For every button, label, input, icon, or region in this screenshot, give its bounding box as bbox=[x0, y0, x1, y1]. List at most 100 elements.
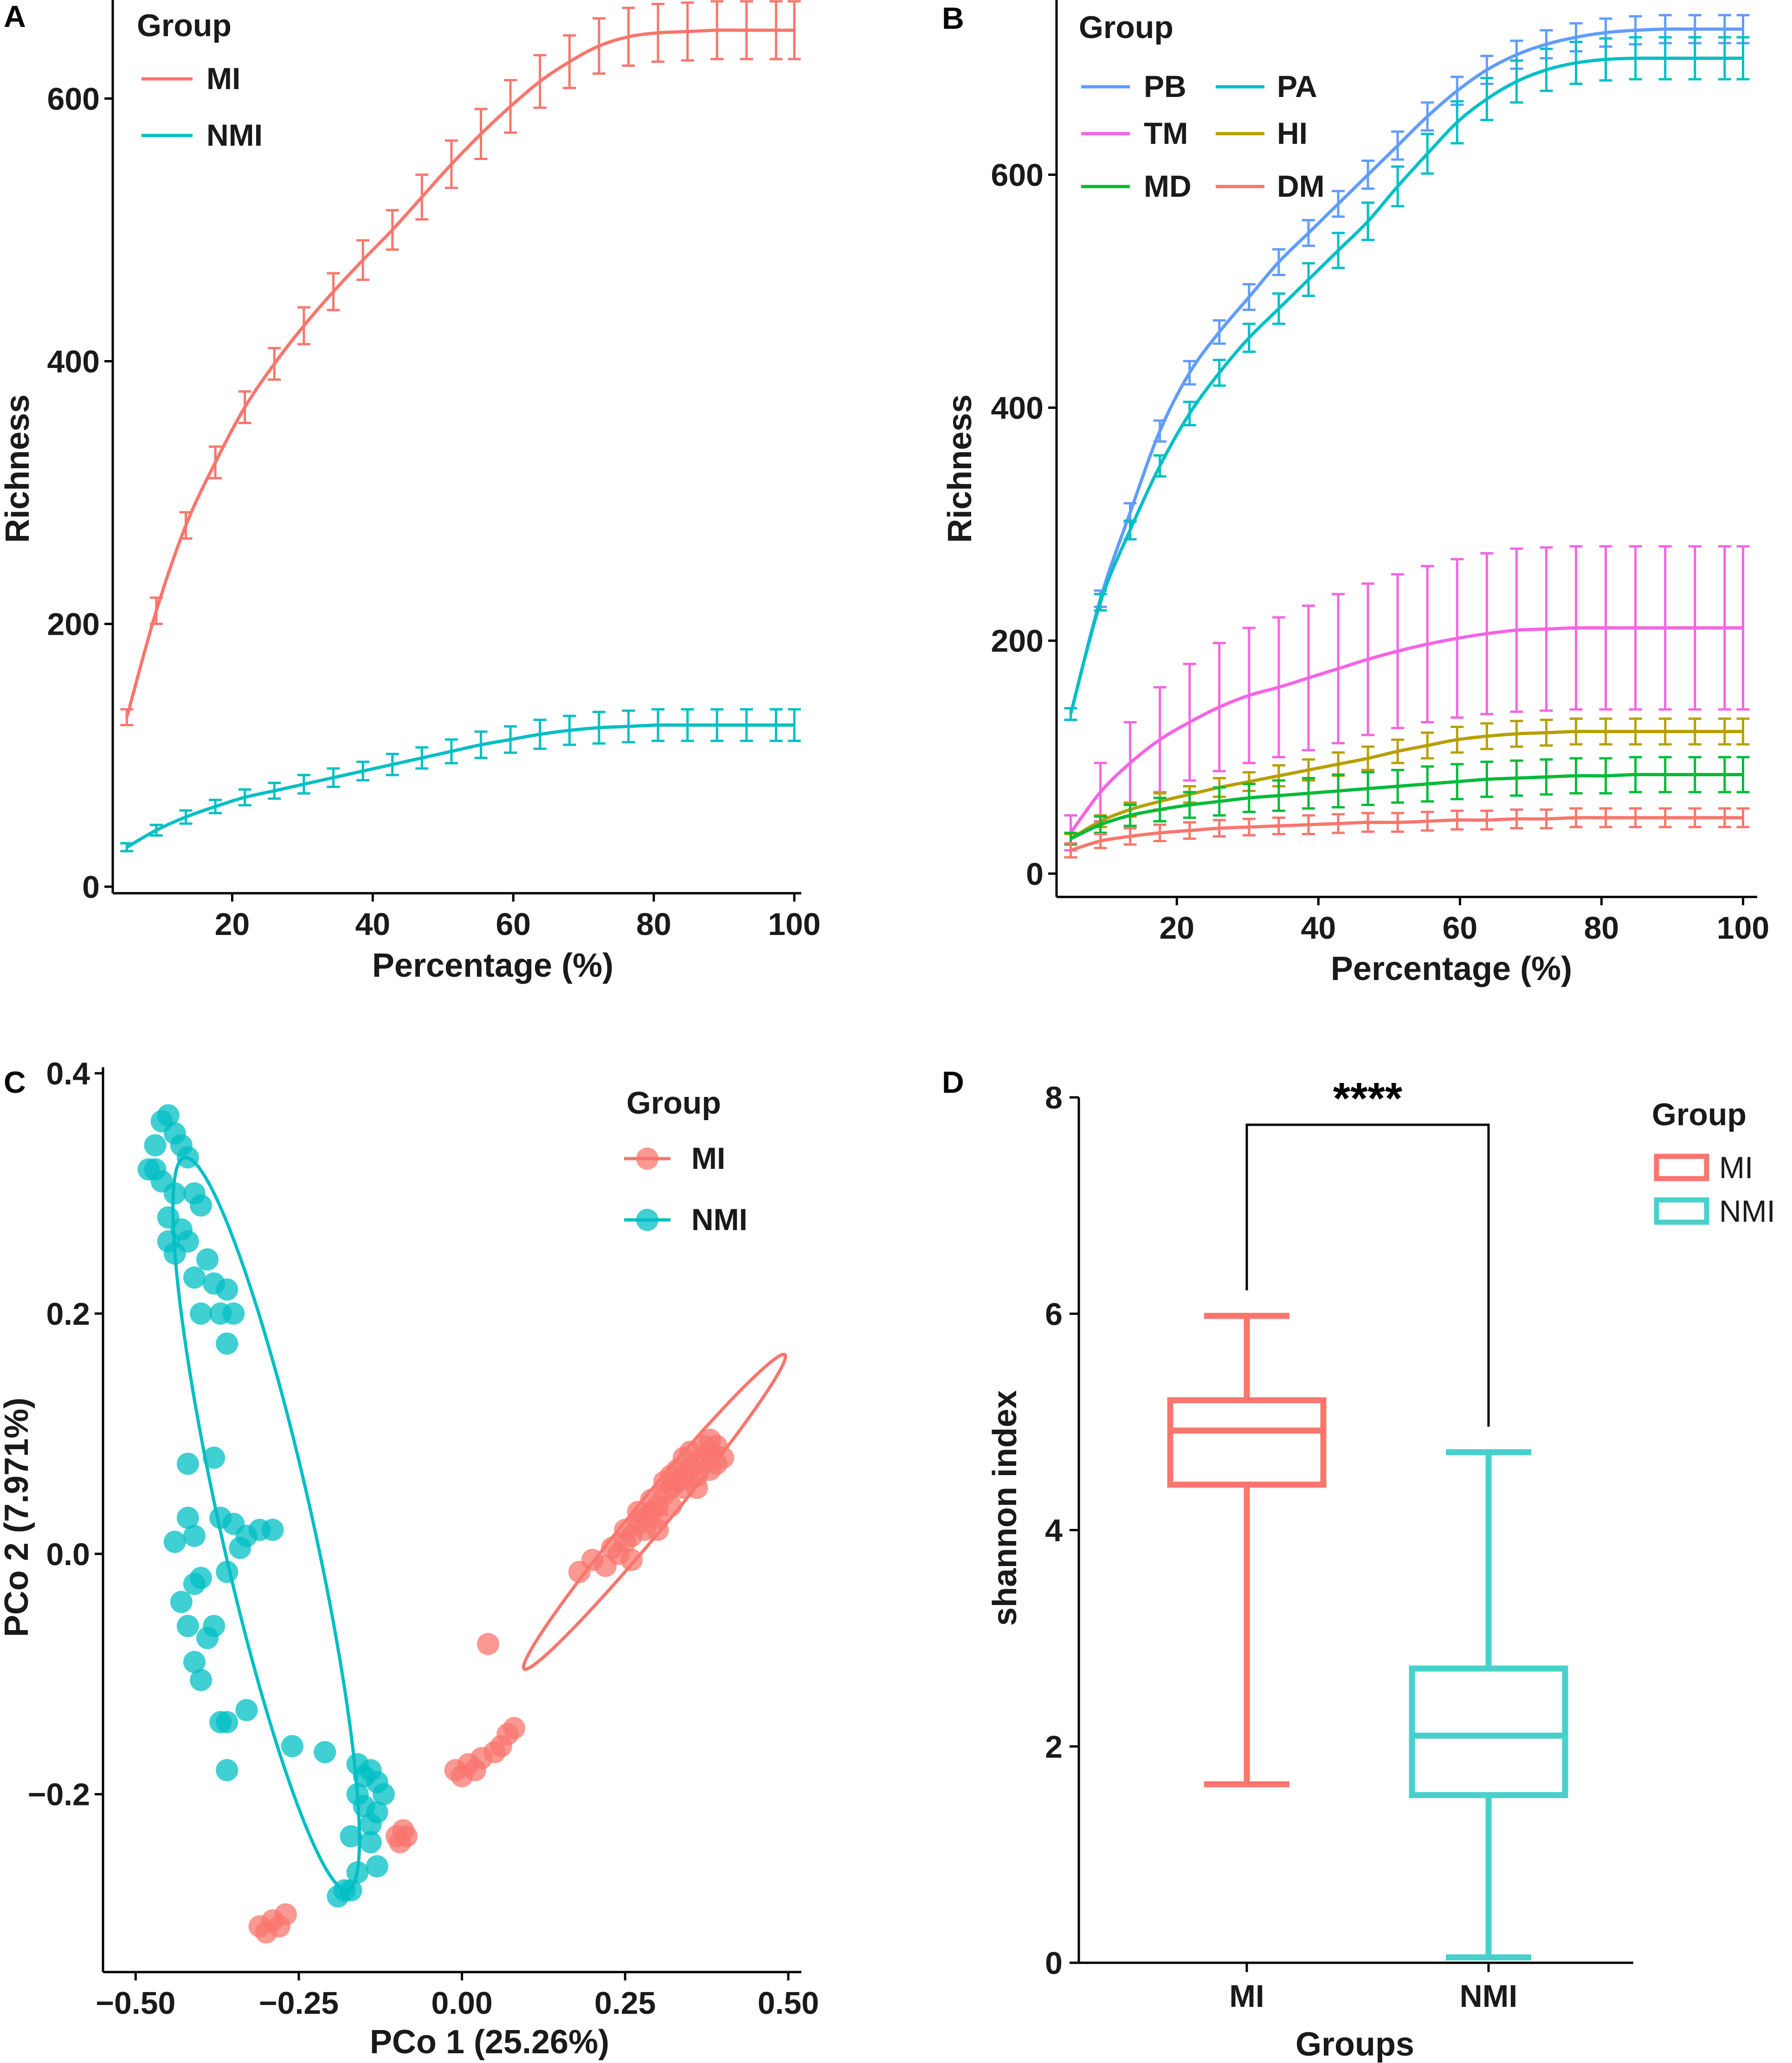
panel-b-legend-label-pa: PA bbox=[1277, 69, 1317, 103]
panel-b-error-bar-md bbox=[1183, 791, 1196, 819]
panel-d: D shannon index Groups 0 2 4 6 8 MI NMI **** Gr… bbox=[942, 1065, 1775, 2063]
panel-a-error-bar-nmi bbox=[327, 767, 340, 788]
panel-d-significance-bracket bbox=[1245, 1123, 1490, 1427]
panel-c-y-axis-title: PCo 2 (7.971%) bbox=[0, 1398, 35, 1637]
panel-b-error-bar-dm bbox=[1540, 808, 1553, 830]
panel-a-error-bar-mi bbox=[504, 79, 517, 134]
panel-a-error-bar-nmi bbox=[149, 824, 163, 837]
panel-a-error-bar-mi bbox=[592, 17, 606, 75]
panel-a-error-bar-mi bbox=[710, 0, 724, 60]
panel-c-point-nmi bbox=[144, 1158, 167, 1181]
panel-b-error-bar-md bbox=[1332, 773, 1345, 809]
panel-b-error-bar-md bbox=[1736, 756, 1750, 793]
panel-a-error-bar-mi bbox=[209, 445, 222, 479]
panel-c-legend: Group MI NMI bbox=[624, 1085, 748, 1237]
panel-d-plot: 0 2 4 6 8 MI NMI **** bbox=[1045, 1074, 1633, 2014]
panel-c-y-tick-label: 0.2 bbox=[46, 1296, 90, 1332]
panel-c-point-mi bbox=[614, 1519, 637, 1541]
panel-b-y-tick-label: 0 bbox=[1026, 857, 1044, 892]
panel-a-error-bar-mi bbox=[327, 272, 340, 311]
panel-c-point-nmi bbox=[366, 1855, 388, 1878]
panel-c-x-axis-title: PCo 1 (25.26%) bbox=[370, 2024, 609, 2061]
panel-a-y-axis-title: Richness bbox=[0, 394, 36, 543]
panel-a-error-bar-mi bbox=[533, 54, 547, 109]
panel-a-error-bar-nmi bbox=[474, 730, 488, 759]
panel-a-error-bar-nmi bbox=[268, 781, 281, 800]
panel-b-error-bar-pb bbox=[1212, 319, 1226, 345]
panel-b-error-bar-md bbox=[1450, 763, 1464, 800]
panel-d-legend: Group MI NMI bbox=[1652, 1097, 1775, 1228]
panel-c-point-nmi bbox=[216, 1332, 239, 1355]
panel-b-x-tick-label: 100 bbox=[1717, 910, 1769, 946]
panel-c-point-nmi bbox=[216, 1278, 239, 1301]
panel-b-series-line-pa bbox=[1069, 56, 1743, 715]
panel-c-point-nmi bbox=[340, 1825, 362, 1848]
panel-d-significance-label: **** bbox=[1333, 1074, 1403, 1123]
panel-c-point-mi bbox=[659, 1495, 682, 1517]
panel-b-error-bar-pb bbox=[1391, 130, 1405, 161]
panel-a-error-bar-nmi bbox=[769, 708, 783, 742]
panel-b-error-bar-pb bbox=[1302, 219, 1315, 247]
panel-c-point-nmi bbox=[183, 1266, 206, 1289]
panel-b-x-tick-label: 20 bbox=[1159, 910, 1194, 946]
panel-b-legend-label-tm: TM bbox=[1144, 116, 1188, 150]
panel-b-error-bar-hi bbox=[1391, 738, 1405, 764]
panel-b-error-bar-tm bbox=[1302, 604, 1315, 752]
panel-c-point-mi bbox=[503, 1717, 526, 1740]
panel-a-error-bar-mi bbox=[445, 139, 458, 189]
panel-d-y-tick-label: 8 bbox=[1045, 1080, 1063, 1115]
panel-c-point-nmi bbox=[359, 1813, 382, 1836]
panel-b-error-bar-hi bbox=[1599, 717, 1612, 746]
panel-c-point-nmi bbox=[176, 1230, 199, 1253]
panel-d-y-tick-label: 2 bbox=[1045, 1729, 1063, 1765]
panel-b-error-bar-dm bbox=[1064, 842, 1077, 859]
panel-b-y-tick-label: 200 bbox=[991, 624, 1044, 659]
panel-c-point-nmi bbox=[144, 1134, 167, 1157]
panel-b-legend-label-pb: PB bbox=[1144, 69, 1186, 103]
panel-a-error-bar-nmi bbox=[209, 799, 222, 814]
panel-a-error-bar-nmi bbox=[787, 708, 801, 742]
panel-a-error-bar-nmi bbox=[563, 715, 576, 746]
panel-b-error-bar-pa bbox=[1064, 707, 1077, 721]
panel-b-error-bar-dm bbox=[1629, 807, 1642, 828]
panel-b-error-bar-tm bbox=[1658, 545, 1672, 711]
panel-c-x-tick-label: 0.25 bbox=[594, 1986, 656, 2021]
panel-b: B Richness Percentage (%) 20 40 60 80 100020… bbox=[941, 0, 1769, 987]
panel-b-error-bar-dm bbox=[1094, 832, 1107, 850]
panel-c-point-nmi bbox=[190, 1302, 212, 1325]
panel-c-point-nmi bbox=[216, 1759, 239, 1781]
panel-b-error-bar-dm bbox=[1272, 816, 1285, 835]
panel-a-error-bar-mi bbox=[268, 347, 281, 381]
panel-b-error-bar-tm bbox=[1480, 552, 1494, 716]
panel-a-x-tick-label: 100 bbox=[768, 907, 820, 942]
panel-b-error-bar-pb bbox=[1421, 101, 1434, 132]
panel-b-error-bar-hi bbox=[1421, 731, 1434, 760]
panel-b-x-tick-label: 40 bbox=[1301, 910, 1336, 946]
panel-a-error-bar-mi bbox=[179, 511, 193, 540]
panel-b-error-bar-pa bbox=[1212, 359, 1226, 387]
panel-b-error-bar-dm bbox=[1212, 819, 1226, 838]
panel-a-error-bar-nmi bbox=[533, 718, 547, 750]
panel-b-x-axis-title: Percentage (%) bbox=[1331, 950, 1572, 987]
panel-a-y-tick-label: 200 bbox=[47, 607, 100, 642]
panel-c-point-nmi bbox=[314, 1741, 336, 1764]
panel-b-error-bar-tm bbox=[1391, 573, 1405, 729]
panel-b-error-bar-md bbox=[1212, 786, 1226, 817]
panel-b-y-axis-title: Richness bbox=[941, 394, 979, 543]
panel-b-error-bar-dm bbox=[1183, 821, 1196, 840]
panel-a: A Richness Percentage (%) 20 40 60 80 100020… bbox=[0, 0, 821, 984]
panel-b-error-bar-md bbox=[1242, 782, 1256, 813]
panel-b-error-bar-pa bbox=[1183, 400, 1196, 426]
panel-b-error-bar-dm bbox=[1569, 807, 1583, 828]
panel-a-error-bar-mi bbox=[622, 6, 635, 67]
panel-b-error-bar-dm bbox=[1242, 818, 1256, 837]
panel-a-error-bar-nmi bbox=[710, 708, 724, 742]
panel-c-point-mi bbox=[477, 1633, 499, 1655]
panel-a-error-bar-mi bbox=[415, 174, 429, 221]
panel-b-error-bar-md bbox=[1569, 757, 1583, 795]
panel-a-error-bar-mi bbox=[474, 108, 488, 161]
panel-b-error-bar-md bbox=[1421, 765, 1434, 803]
panel-c: C PCo 2 (7.971%) PCo 1 (25.26%) −0.50 −0.… bbox=[0, 1056, 819, 2061]
panel-c-point-mi bbox=[395, 1825, 418, 1848]
panel-a-plot: 20 40 60 80 100 0 200 400 600 bbox=[47, 0, 821, 942]
